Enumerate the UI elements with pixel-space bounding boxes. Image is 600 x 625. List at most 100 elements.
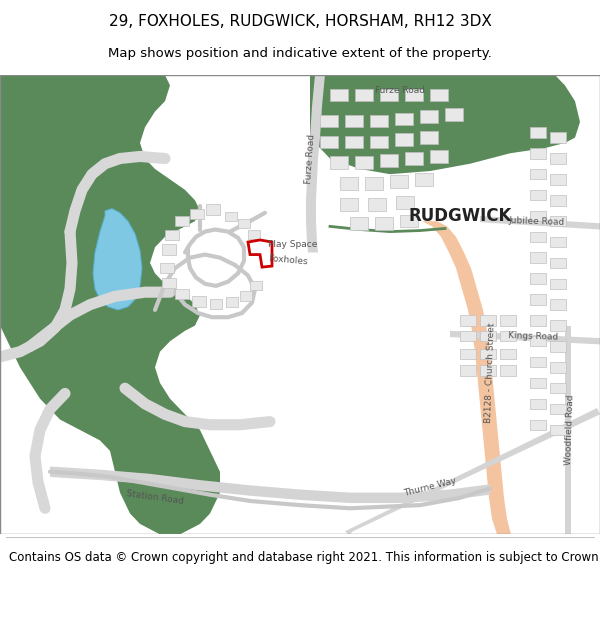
Bar (370, 114, 388, 128)
Polygon shape (62, 340, 130, 393)
Bar (240, 291, 252, 301)
Bar (550, 237, 566, 248)
Bar (370, 136, 388, 148)
Bar (550, 216, 566, 226)
Text: Foxholes: Foxholes (268, 254, 308, 266)
Bar (500, 365, 516, 376)
Polygon shape (422, 221, 511, 534)
Bar (340, 198, 358, 211)
Bar (250, 281, 262, 290)
Bar (550, 362, 566, 372)
Polygon shape (480, 216, 600, 229)
Bar (500, 349, 516, 359)
Bar (380, 89, 398, 101)
Bar (226, 298, 238, 307)
Polygon shape (565, 326, 571, 534)
Bar (375, 217, 393, 229)
Bar (550, 279, 566, 289)
Bar (405, 89, 423, 101)
Bar (395, 134, 413, 146)
Bar (430, 89, 448, 101)
Text: B2128 - Church Street: B2128 - Church Street (484, 322, 496, 423)
Text: Map shows position and indicative extent of the property.: Map shows position and indicative extent… (108, 48, 492, 61)
Bar (530, 148, 546, 159)
Bar (530, 357, 546, 367)
Bar (500, 331, 516, 341)
Polygon shape (306, 75, 325, 253)
Text: Station Road: Station Road (126, 489, 184, 506)
Bar (530, 378, 546, 388)
Bar (192, 296, 206, 307)
Bar (345, 114, 363, 128)
Bar (345, 136, 363, 148)
Bar (400, 215, 418, 227)
Bar (530, 190, 546, 200)
Bar (320, 136, 338, 148)
Polygon shape (450, 331, 600, 344)
Bar (355, 89, 373, 101)
Bar (530, 399, 546, 409)
Polygon shape (310, 75, 580, 174)
Polygon shape (0, 75, 220, 534)
Bar (340, 177, 358, 190)
Bar (530, 211, 546, 221)
Bar (550, 299, 566, 310)
Bar (390, 175, 408, 188)
Bar (405, 152, 423, 165)
Bar (530, 127, 546, 138)
Bar (550, 174, 566, 184)
Bar (355, 156, 373, 169)
Text: Play Space: Play Space (268, 239, 317, 249)
Bar (480, 349, 496, 359)
Polygon shape (50, 466, 490, 503)
Bar (238, 219, 250, 229)
Bar (480, 315, 496, 326)
Bar (320, 114, 338, 128)
Bar (365, 177, 383, 190)
Text: Furze Road: Furze Road (304, 133, 316, 184)
Bar (550, 341, 566, 352)
Text: Jubilee Road: Jubilee Road (508, 216, 565, 227)
Bar (430, 150, 448, 162)
Bar (460, 331, 476, 341)
Bar (530, 419, 546, 430)
Bar (330, 156, 348, 169)
Bar (460, 349, 476, 359)
Text: Furze Road: Furze Road (375, 86, 425, 95)
Polygon shape (345, 408, 600, 534)
Bar (160, 263, 174, 273)
Bar (395, 112, 413, 125)
Text: Woodfield Road: Woodfield Road (564, 394, 576, 466)
Text: Contains OS data © Crown copyright and database right 2021. This information is : Contains OS data © Crown copyright and d… (9, 551, 600, 564)
Bar (550, 404, 566, 414)
Bar (162, 244, 176, 254)
Text: 29, FOXHOLES, RUDGWICK, HORSHAM, RH12 3DX: 29, FOXHOLES, RUDGWICK, HORSHAM, RH12 3D… (109, 14, 491, 29)
Text: RUDGWICK: RUDGWICK (409, 207, 512, 225)
Bar (415, 173, 433, 186)
Bar (175, 289, 189, 299)
Bar (530, 253, 546, 263)
Bar (550, 383, 566, 393)
Bar (380, 154, 398, 167)
Bar (530, 315, 546, 326)
Bar (190, 209, 204, 219)
Bar (175, 216, 189, 226)
Bar (330, 89, 348, 101)
Text: Kings Road: Kings Road (508, 331, 559, 341)
Bar (206, 204, 220, 215)
Bar (550, 132, 566, 143)
Bar (530, 232, 546, 242)
Bar (420, 131, 438, 144)
Bar (460, 315, 476, 326)
Bar (530, 336, 546, 346)
Bar (500, 315, 516, 326)
Bar (420, 111, 438, 123)
Text: Thurne Way: Thurne Way (403, 476, 457, 498)
Bar (162, 278, 176, 288)
Bar (550, 258, 566, 268)
Bar (480, 365, 496, 376)
Bar (350, 217, 368, 229)
Bar (550, 153, 566, 164)
Bar (248, 229, 260, 239)
Bar (225, 212, 237, 221)
